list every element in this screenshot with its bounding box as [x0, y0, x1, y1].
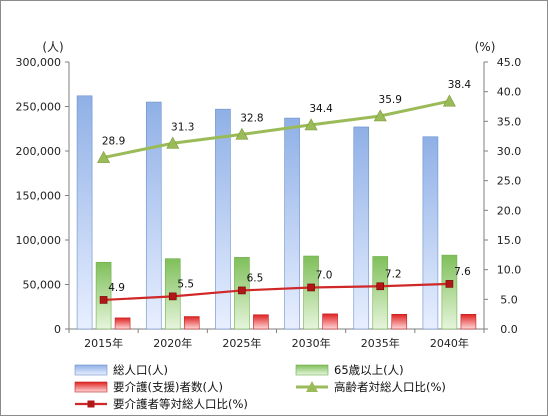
left-tick-label: 100,000: [16, 234, 62, 247]
total-population-bar: [284, 117, 300, 330]
care-ratio-label: 6.5: [247, 272, 264, 284]
total-population-bar: [215, 108, 231, 330]
care-ratio-label: 4.9: [108, 282, 125, 294]
elderly-ratio-label: 31.3: [171, 121, 194, 133]
total-population-bar: [145, 101, 162, 330]
legend-marker-elderly-ratio: [306, 381, 318, 392]
care-ratio-point: [99, 296, 108, 304]
care-recipients-bar: [391, 314, 408, 330]
left-tick-label: 250,000: [16, 101, 62, 114]
right-axis-unit: (%): [475, 40, 496, 54]
legend-swatch-aged-65-plus: [295, 364, 329, 376]
elderly-ratio-label: 34.4: [309, 103, 333, 115]
left-axis-unit: (人): [42, 40, 63, 54]
aged-65-plus-bar: [372, 256, 389, 330]
care-recipients-bar: [183, 316, 200, 330]
right-tick-label: 20.0: [497, 204, 522, 217]
total-population-bar: [76, 95, 93, 330]
right-tick-label: 40.0: [497, 86, 522, 99]
care-ratio-point: [445, 280, 454, 288]
x-tick-label: 2035年: [361, 336, 400, 350]
care-ratio-label: 7.2: [385, 268, 402, 280]
left-tick-label: 0: [54, 323, 61, 336]
elderly-ratio-point: [442, 94, 456, 107]
care-ratio-line: [103, 282, 450, 302]
elderly-ratio-label: 38.4: [448, 79, 472, 91]
care-ratio-point: [307, 283, 315, 292]
right-tick-label: 15.0: [497, 234, 522, 247]
care-ratio-point: [376, 282, 385, 291]
elderly-ratio-point: [235, 127, 249, 140]
elderly-ratio-line: [103, 99, 450, 159]
elderly-ratio-point: [373, 109, 387, 122]
care-recipients-bar: [114, 317, 131, 330]
total-population-bar: [353, 126, 370, 330]
legend-marker-care-ratio: [87, 400, 95, 408]
right-tick-label: 0.0: [500, 323, 518, 336]
legend-label-care-recipients: 要介護(支援)者数(人): [113, 380, 223, 394]
right-tick-label: 30.0: [497, 145, 522, 158]
left-tick-label: 200,000: [16, 145, 62, 158]
care-recipients-bar: [253, 314, 269, 330]
elderly-ratio-point: [304, 118, 318, 131]
elderly-ratio-point: [166, 136, 180, 149]
right-tick-label: 25.0: [497, 175, 522, 188]
x-tick-label: 2030年: [292, 336, 331, 350]
right-tick-label: 10.0: [497, 264, 522, 277]
care-ratio-label: 5.5: [177, 278, 194, 290]
x-tick-label: 2025年: [222, 336, 261, 350]
care-ratio-point: [168, 292, 177, 301]
left-tick-label: 50,000: [23, 279, 62, 292]
aged-65-plus-bar: [95, 261, 112, 330]
aged-65-plus-bar: [303, 255, 319, 330]
legend-label-elderly-ratio: 高齢者対総人口比(%): [334, 380, 446, 394]
left-tick-label: 150,000: [16, 190, 62, 203]
care-recipients-bar: [322, 313, 338, 330]
aged-65-plus-bar: [441, 254, 458, 330]
right-tick-label: 5.0: [500, 293, 518, 306]
right-tick-label: 35.0: [497, 115, 522, 128]
legend-label-care-ratio: 要介護者等対総人口比(%): [113, 397, 248, 411]
total-population-bar: [422, 136, 439, 330]
elderly-ratio-label: 32.8: [240, 112, 263, 124]
care-ratio-point: [238, 286, 246, 295]
legend-label-aged-65-plus: 65歳以上(人): [334, 363, 404, 377]
legend-swatch-total-population: [74, 364, 108, 376]
x-tick-label: 2020年: [153, 336, 192, 350]
legend-swatch-care-recipients: [74, 381, 108, 393]
x-tick-label: 2040年: [430, 336, 469, 350]
elderly-ratio-point: [97, 150, 111, 163]
x-tick-label: 2015年: [84, 336, 123, 350]
legend-label-total-population: 総人口(人): [113, 363, 168, 377]
elderly-ratio-label: 35.9: [379, 94, 402, 106]
care-recipients-bar: [460, 314, 477, 330]
right-tick-label: 45.0: [497, 56, 522, 69]
care-ratio-label: 7.0: [316, 269, 333, 281]
left-tick-label: 300,000: [16, 56, 62, 69]
elderly-ratio-label: 28.9: [102, 136, 125, 148]
care-ratio-label: 7.6: [454, 266, 471, 278]
